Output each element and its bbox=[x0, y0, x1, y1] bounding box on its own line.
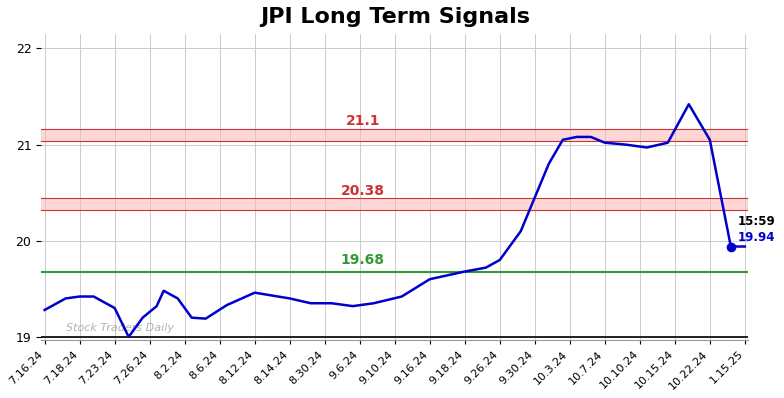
Point bbox=[724, 243, 737, 250]
Text: 21.1: 21.1 bbox=[346, 114, 380, 129]
Text: 15:59: 15:59 bbox=[738, 215, 775, 228]
Bar bbox=[41, 199, 749, 210]
Title: JPI Long Term Signals: JPI Long Term Signals bbox=[260, 7, 530, 27]
Text: 19.94: 19.94 bbox=[738, 231, 775, 244]
Text: 19.68: 19.68 bbox=[341, 253, 385, 267]
Bar bbox=[41, 129, 749, 141]
Text: 20.38: 20.38 bbox=[341, 183, 385, 198]
Text: Stock Traders Daily: Stock Traders Daily bbox=[66, 323, 173, 333]
